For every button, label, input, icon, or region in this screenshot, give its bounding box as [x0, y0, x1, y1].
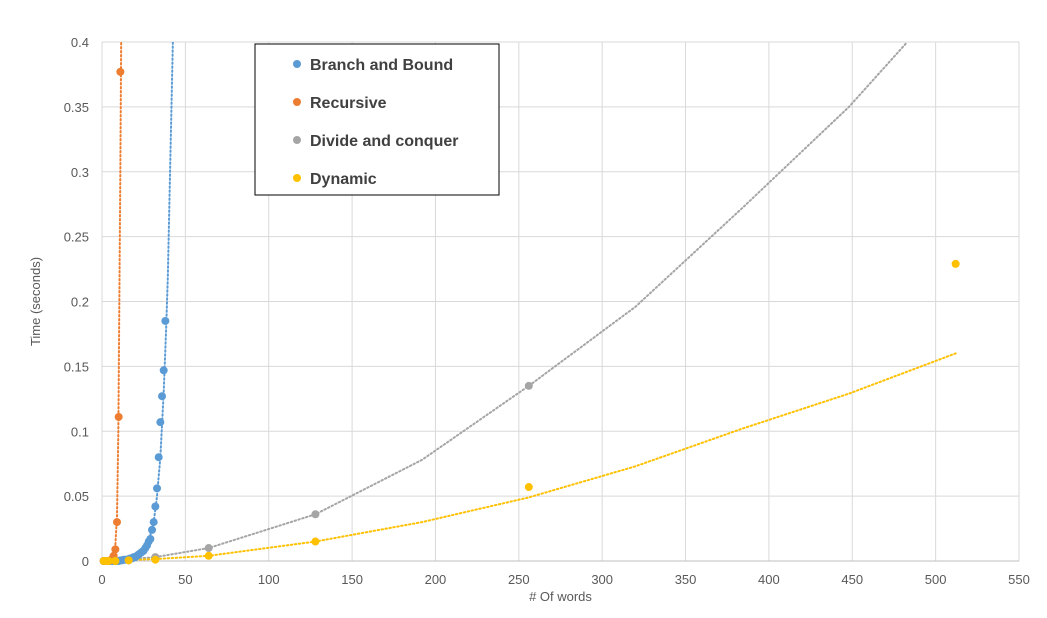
- data-point-series-2-8: [524, 381, 533, 390]
- data-point-series-1-7: [111, 545, 120, 554]
- x-tick-label: 400: [758, 572, 780, 587]
- legend-marker-3: [293, 174, 301, 182]
- x-tick-label: 100: [258, 572, 280, 587]
- y-tick-label: 0.15: [64, 359, 89, 374]
- data-point-series-3-3: [111, 557, 120, 565]
- y-axis-title: Time (seconds): [28, 257, 43, 346]
- legend-label-3: Dynamic: [310, 171, 377, 188]
- data-point-series-3-9: [951, 259, 960, 268]
- trendline-series-3: [102, 352, 957, 561]
- data-point-series-0-32: [153, 484, 162, 493]
- data-point-series-3-4: [124, 556, 133, 565]
- data-point-series-0-30: [149, 518, 158, 527]
- x-tick-label: 550: [1008, 572, 1030, 587]
- y-tick-label: 0.4: [71, 35, 89, 50]
- x-tick-label: 500: [925, 572, 947, 587]
- x-tick-label: 350: [675, 572, 697, 587]
- y-tick-label: 0.25: [64, 230, 89, 245]
- y-tick-label: 0.2: [71, 295, 89, 310]
- data-point-series-0-35: [158, 392, 167, 401]
- x-tick-label: 50: [178, 572, 192, 587]
- legend-label-1: Recursive: [310, 95, 387, 112]
- legend-label-2: Divide and conquer: [310, 133, 458, 150]
- trendline-series-1: [102, 42, 123, 561]
- legend-marker-0: [293, 60, 301, 68]
- data-point-series-0-31: [151, 502, 160, 511]
- data-point-series-3-7: [311, 537, 320, 546]
- y-tick-label: 0: [82, 554, 89, 569]
- data-point-series-1-8: [113, 518, 122, 527]
- data-point-series-0-28: [146, 534, 155, 543]
- data-point-series-0-36: [159, 366, 168, 375]
- x-tick-label: 0: [98, 572, 105, 587]
- data-point-series-0-37: [161, 316, 170, 325]
- tick-labels: 0 50 100 150 200 250 300 350 400 450 500 550 0 0.05 0.…: [64, 35, 1030, 587]
- trendline-series-2: [102, 42, 909, 561]
- data-point-series-2-6: [204, 544, 213, 553]
- x-tick-label: 450: [841, 572, 863, 587]
- data-point-series-0-33: [154, 453, 163, 462]
- x-tick-label: 200: [425, 572, 447, 587]
- y-tick-label: 0.3: [71, 165, 89, 180]
- data-point-series-1-10: [116, 67, 125, 76]
- data-point-series-3-5: [151, 555, 160, 564]
- data-point-series-1-9: [114, 412, 123, 421]
- legend-marker-2: [293, 136, 301, 144]
- y-tick-label: 0.05: [64, 489, 89, 504]
- x-tick-label: 250: [508, 572, 530, 587]
- legend-label-0: Branch and Bound: [310, 57, 453, 74]
- y-tick-label: 0.35: [64, 100, 89, 115]
- data-point-series-3-8: [524, 483, 533, 492]
- legend-box: [254, 43, 500, 196]
- legend-marker-1: [293, 98, 301, 106]
- data-point-series-0-34: [156, 418, 165, 427]
- data-points: [99, 67, 960, 565]
- legend: Branch and Bound Recursive Divide and conq…: [254, 43, 500, 196]
- x-tick-label: 300: [591, 572, 613, 587]
- data-point-series-3-6: [204, 551, 213, 560]
- x-axis-title: # Of words: [529, 589, 592, 604]
- gridlines: [101, 41, 1020, 562]
- data-point-series-3-2: [104, 557, 113, 565]
- data-point-series-2-7: [311, 510, 320, 519]
- data-point-series-0-29: [148, 525, 157, 534]
- x-tick-label: 150: [341, 572, 363, 587]
- y-tick-label: 0.1: [71, 424, 89, 439]
